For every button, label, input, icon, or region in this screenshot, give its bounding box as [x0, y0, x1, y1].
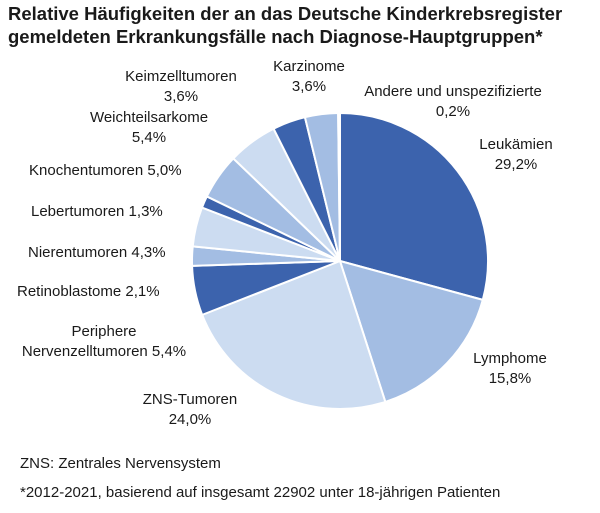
slice-label-line: Lymphome — [473, 350, 547, 367]
slice-label-line: Karzinome — [273, 58, 345, 75]
slice-label-line: 3,6% — [292, 78, 326, 95]
slice-label-line: 3,6% — [164, 88, 198, 105]
slice-label-retinoblastome: Retinoblastome 2,1% — [17, 283, 160, 300]
source-footnote: *2012-2021, basierend auf insgesamt 2290… — [20, 484, 501, 501]
slice-label-line: Retinoblastome 2,1% — [17, 283, 160, 300]
pie-slice-lymphome — [338, 259, 485, 404]
slice-label-andere-und-unspezifizierte: Andere und unspezifizierte 0,2% — [364, 83, 542, 120]
chart-title: Relative Häufigkeiten der an das Deutsch… — [8, 2, 592, 48]
slice-label-line: 0,2% — [436, 103, 470, 120]
slice-label-line: Andere und unspezifizierte — [364, 83, 542, 100]
chart-title-line-2: gemeldeten Erkrankungsfälle nach Diagnos… — [8, 26, 543, 47]
slice-label-lymphome: Lymphome 15,8% — [473, 350, 547, 387]
slice-label-line: ZNS-Tumoren — [143, 391, 237, 408]
slice-label-line: 15,8% — [489, 370, 532, 387]
slice-label-leukaemien: Leukämien 29,2% — [479, 136, 552, 173]
slice-label-line: 5,4% — [132, 129, 166, 146]
slice-label-line: Periphere — [71, 323, 136, 340]
slice-label-line: Keimzelltumoren — [125, 68, 237, 85]
slice-label-lebertumoren: Lebertumoren 1,3% — [31, 203, 163, 220]
pie-slice-andere-und-unspezifizierte — [337, 111, 341, 262]
slice-label-line: Knochentumoren 5,0% — [29, 162, 182, 179]
slice-label-nierentumoren: Nierentumoren 4,3% — [28, 244, 166, 261]
slice-label-line: Nervenzelltumoren 5,4% — [22, 343, 186, 360]
slice-label-zns-tumoren: ZNS-Tumoren 24,0% — [143, 391, 237, 428]
abbreviation-note: ZNS: Zentrales Nervensystem — [20, 455, 221, 472]
slice-label-line: 24,0% — [169, 411, 212, 428]
slice-label-knochentumoren: Knochentumoren 5,0% — [29, 162, 182, 179]
slice-label-periphere-nervenzelltumoren: Periphere Nervenzelltumoren 5,4% — [22, 323, 186, 360]
slice-label-line: Leukämien — [479, 136, 552, 153]
slice-label-keimzelltumoren: Keimzelltumoren 3,6% — [125, 68, 237, 105]
slice-label-line: Lebertumoren 1,3% — [31, 203, 163, 220]
pie-slice-leukaemien — [339, 111, 490, 302]
chart-title-line-1: Relative Häufigkeiten der an das Deutsch… — [8, 3, 563, 24]
slice-label-karzinome: Karzinome 3,6% — [273, 58, 345, 95]
slice-label-weichteilsarkome: Weichteilsarkome 5,4% — [90, 109, 208, 146]
slice-label-line: 29,2% — [495, 156, 538, 173]
slice-label-line: Nierentumoren 4,3% — [28, 244, 166, 261]
slice-label-line: Weichteilsarkome — [90, 109, 208, 126]
